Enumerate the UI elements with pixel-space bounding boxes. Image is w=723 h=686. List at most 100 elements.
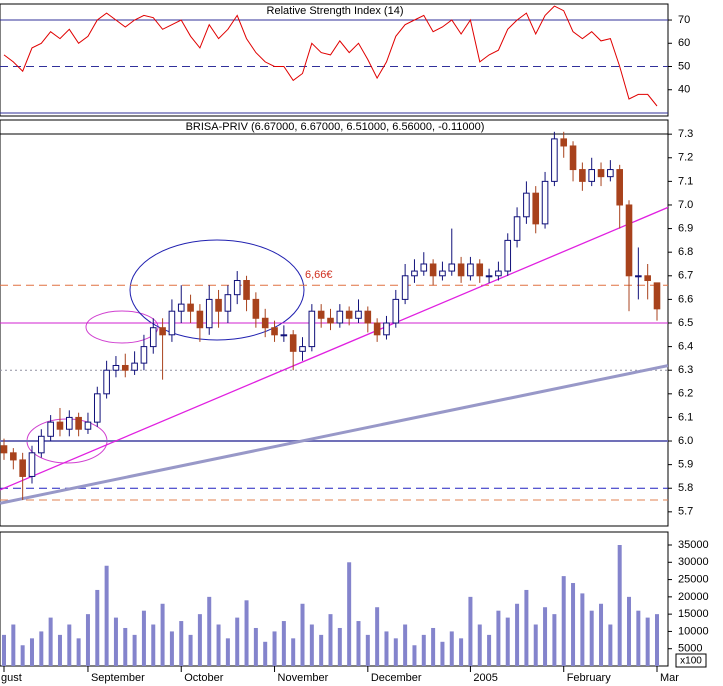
candle-body <box>168 310 176 336</box>
volume-bar <box>356 621 361 666</box>
candle-body <box>476 263 484 277</box>
volume-bar <box>85 614 90 666</box>
panel <box>0 131 668 505</box>
candle-body <box>196 310 204 329</box>
volume-bar <box>291 638 296 666</box>
candle-body <box>75 416 82 430</box>
volume-bar <box>627 596 632 666</box>
volume-bar <box>39 631 44 666</box>
volume-frame <box>0 531 669 667</box>
candle-body <box>131 362 138 371</box>
y-tick-label: 7.3 <box>678 128 693 140</box>
ellipse <box>129 239 305 341</box>
volume-bar <box>347 562 352 666</box>
annotation: 6,66€ <box>305 269 333 281</box>
candle-body <box>327 317 334 324</box>
candle-body <box>411 270 418 277</box>
candle-body <box>523 192 530 218</box>
candle-body <box>495 270 502 277</box>
candle-body <box>280 334 288 337</box>
y-tick-label: 6.7 <box>678 270 693 282</box>
volume-bar <box>57 634 62 666</box>
volume-bar <box>365 634 370 666</box>
x-tick-label: Mar <box>660 672 679 684</box>
candle-body <box>159 327 166 336</box>
x-tick-label: November <box>278 672 329 684</box>
candle-body <box>541 180 549 225</box>
volume-bar <box>20 645 25 666</box>
candle-body <box>532 192 540 225</box>
candle-body <box>261 317 269 329</box>
trend-line <box>0 364 668 505</box>
candle-body <box>271 327 278 336</box>
volume-bar <box>384 631 389 666</box>
volume-bar <box>599 603 604 666</box>
volume-bar <box>132 634 137 666</box>
candle-body <box>103 369 110 395</box>
volume-bar <box>421 634 426 666</box>
candle-body <box>121 364 129 371</box>
volume-bar <box>468 596 473 666</box>
x-tick-label: October <box>184 672 223 684</box>
volume-bar <box>2 634 6 666</box>
volume-bar <box>160 603 165 666</box>
volume-bar <box>207 596 212 666</box>
candle-body <box>112 364 120 371</box>
y-tick-label: 20000 <box>678 591 709 603</box>
y-tick-label: 6.2 <box>678 388 693 400</box>
volume-bar <box>216 624 221 666</box>
volume-bar <box>123 627 128 666</box>
volume-bar <box>393 638 398 666</box>
volume-bar <box>449 631 454 666</box>
volume-bar <box>244 600 249 666</box>
volume-bar <box>533 624 538 666</box>
volume-bar <box>375 607 380 666</box>
volume-bar <box>169 631 174 666</box>
candle-body <box>383 322 390 336</box>
candle-body <box>19 459 26 477</box>
volume-bar <box>309 624 314 666</box>
candle-body <box>616 169 623 206</box>
volume-bar <box>412 645 417 666</box>
candle-body <box>56 421 64 430</box>
rsi-frame <box>0 3 669 117</box>
volume-bar <box>645 617 650 666</box>
candle-body <box>233 280 241 296</box>
candle-body <box>93 393 101 423</box>
candle-body <box>38 435 45 454</box>
volume-bar <box>328 614 333 666</box>
volume-bar <box>319 634 324 666</box>
x-tick-label: gust <box>1 672 22 684</box>
y-tick-label: 10000 <box>678 625 709 637</box>
y-tick-label: 30000 <box>678 556 709 568</box>
y-tick-label: 6.4 <box>678 341 693 353</box>
y-tick-label: 6.0 <box>678 435 693 447</box>
y-tick-label: 70 <box>678 14 690 26</box>
volume-bar <box>561 576 566 666</box>
candle-body <box>653 282 661 310</box>
candle-body <box>569 145 577 171</box>
x-tick-label: 2005 <box>473 672 497 684</box>
volume-bar <box>403 624 408 666</box>
volume-bar <box>505 617 510 666</box>
volume-bar <box>487 634 492 666</box>
y-tick-label: 5.9 <box>678 459 693 471</box>
y-tick-label: 6.1 <box>678 411 693 423</box>
volume-bar <box>179 621 184 666</box>
volume-bar <box>281 621 286 666</box>
candle-body <box>644 275 651 282</box>
volume-bar <box>608 624 613 666</box>
y-tick-label: 7.1 <box>678 175 693 187</box>
volume-bar <box>67 624 72 666</box>
y-tick-label: 6.8 <box>678 246 693 258</box>
candle-body <box>140 346 148 364</box>
y-tick-label: 7.2 <box>678 152 693 164</box>
volume-bar <box>477 624 482 666</box>
volume-bar <box>655 614 659 666</box>
volume-bar <box>29 638 34 666</box>
candle-body <box>336 310 344 324</box>
y-tick-label: 7.0 <box>678 199 693 211</box>
x-tick-label: February <box>567 672 612 684</box>
candle-body <box>392 298 400 324</box>
unit-box <box>675 653 707 668</box>
